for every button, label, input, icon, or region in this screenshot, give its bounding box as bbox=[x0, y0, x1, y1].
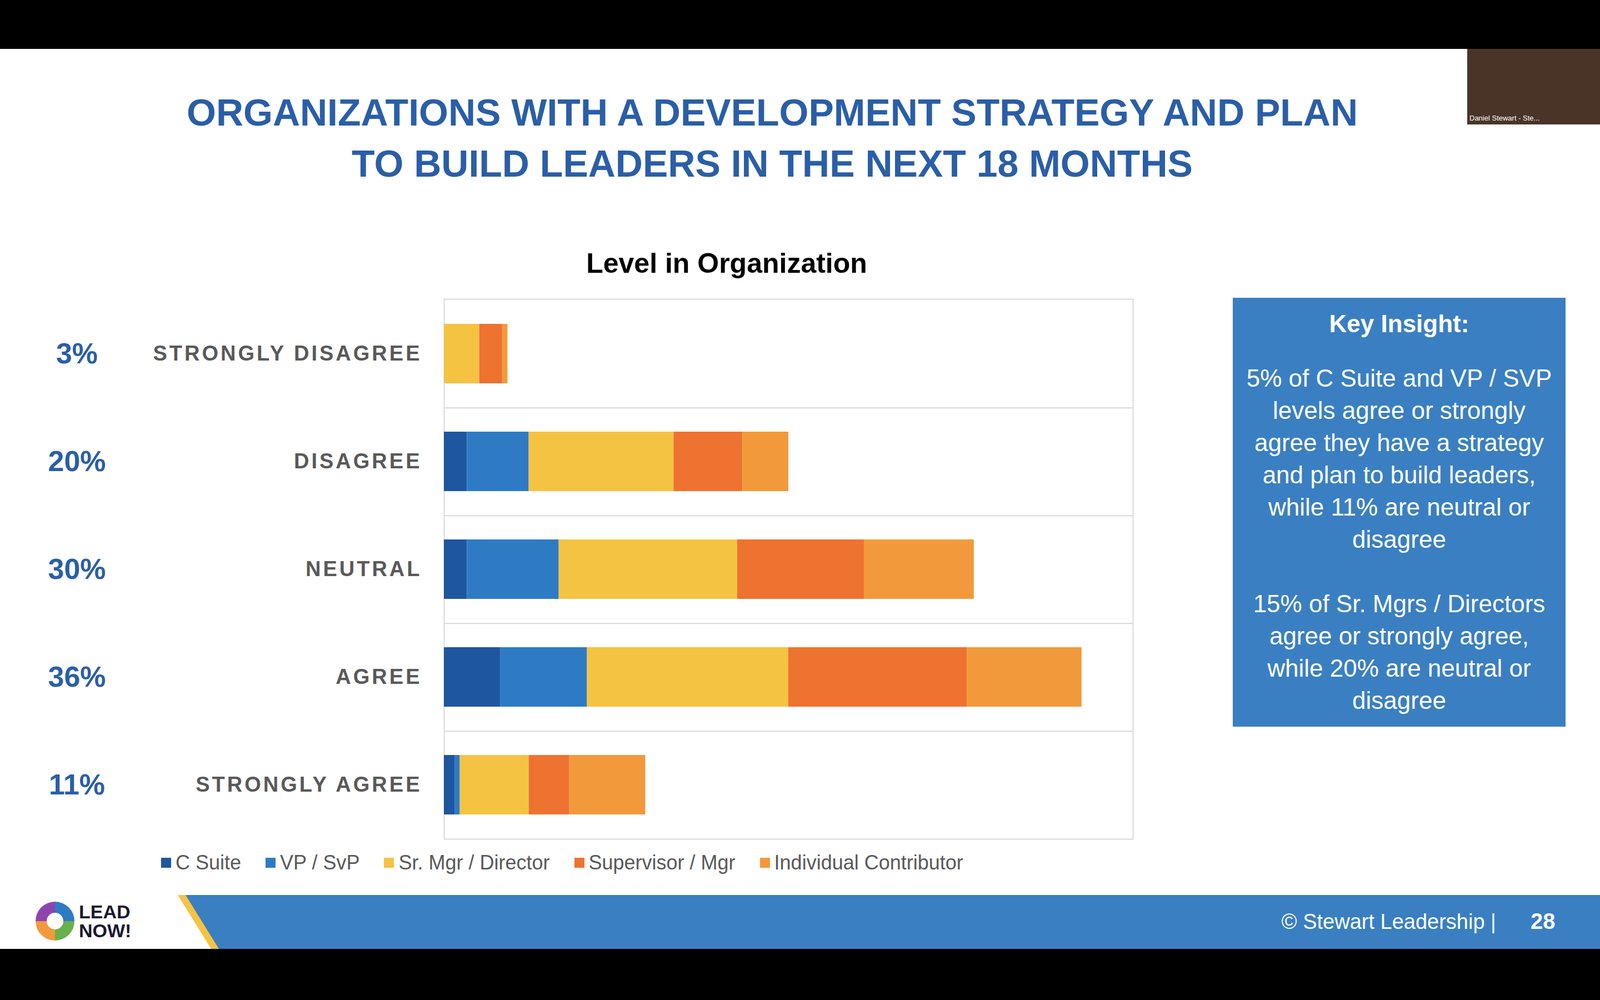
svg-text:STRONGLY DISAGREE: STRONGLY DISAGREE bbox=[153, 341, 423, 365]
html-text:Key Insight:: Key Insight: bbox=[1329, 310, 1470, 338]
html-text:15% of Sr. Mgrs / Directors ag: 15% of Sr. Mgrs / Directors agree or str… bbox=[1253, 590, 1546, 714]
html-text:Daniel Stewart - Ste...: Daniel Stewart - Ste... bbox=[1469, 113, 1540, 123]
html-text:NOW!: NOW! bbox=[78, 920, 132, 942]
svg-text:36%: 36% bbox=[47, 660, 106, 693]
svg-text:DISAGREE: DISAGREE bbox=[293, 449, 422, 473]
html-text:Sr. Mgr / Director: Sr. Mgr / Director bbox=[398, 851, 550, 874]
svg-text:NEUTRAL: NEUTRAL bbox=[305, 557, 423, 581]
svg-text:3%: 3% bbox=[56, 337, 98, 370]
html-text:TO BUILD LEADERS IN THE NEXT 1: TO BUILD LEADERS IN THE NEXT 18 MONTHS bbox=[351, 142, 1193, 185]
html-text:28: 28 bbox=[1530, 908, 1556, 934]
html-text:ORGANIZATIONS WITH A DEVELOPME: ORGANIZATIONS WITH A DEVELOPMENT STRATEG… bbox=[186, 91, 1358, 134]
html-text:5% of C Suite and VP / SVP lev: 5% of C Suite and VP / SVP levels agree … bbox=[1246, 364, 1552, 553]
html-text:C Suite: C Suite bbox=[175, 851, 242, 874]
html-text:© Stewart Leadership |: © Stewart Leadership | bbox=[1281, 910, 1497, 934]
svg-text:30%: 30% bbox=[47, 552, 106, 585]
html-text:Supervisor / Mgr: Supervisor / Mgr bbox=[588, 851, 736, 874]
html-text:LEAD: LEAD bbox=[78, 901, 131, 923]
html-text:Level in Organization: Level in Organization bbox=[586, 247, 868, 279]
html-text:VP / SvP: VP / SvP bbox=[280, 851, 360, 874]
svg-text:AGREE: AGREE bbox=[335, 665, 422, 689]
html-text:Individual Contributor: Individual Contributor bbox=[774, 851, 964, 874]
svg-text:STRONGLY AGREE: STRONGLY AGREE bbox=[195, 772, 422, 797]
svg-text:20%: 20% bbox=[47, 445, 106, 478]
svg-text:11%: 11% bbox=[48, 768, 105, 801]
